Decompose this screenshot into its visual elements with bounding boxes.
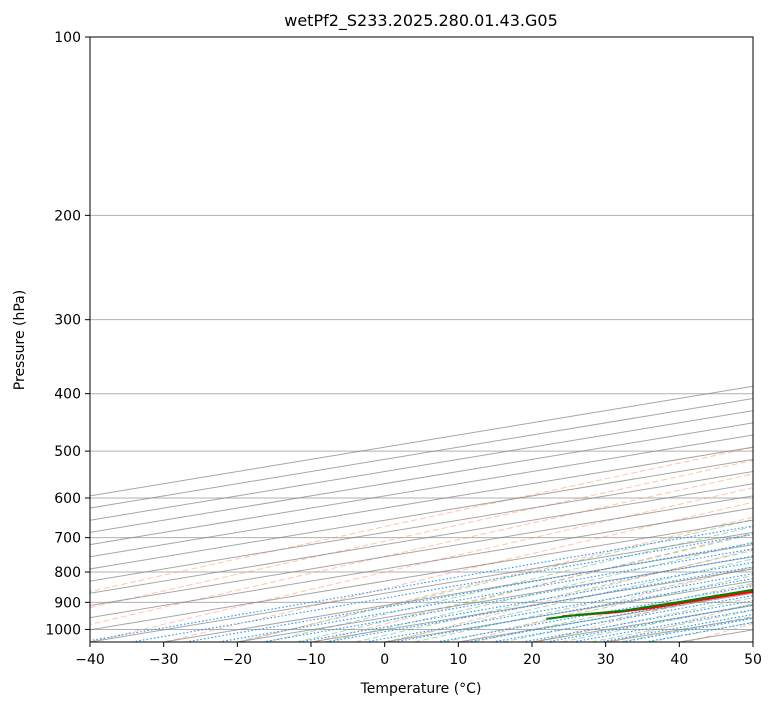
dry-adiabat <box>90 459 753 609</box>
x-tick-label: 50 <box>744 652 762 668</box>
plot-background <box>90 37 753 642</box>
y-tick-label: 600 <box>54 491 81 507</box>
y-tick-label: 700 <box>54 531 81 547</box>
moist-adiabat <box>531 597 753 642</box>
y-tick-label: 400 <box>54 387 81 403</box>
x-axis-label: Temperature (°C) <box>360 681 482 697</box>
isotherm-line <box>752 641 753 642</box>
isotherm-line <box>90 446 753 558</box>
y-axis-label: Pressure (hPa) <box>12 290 28 390</box>
isotherm-line <box>90 507 753 619</box>
isotherm-line <box>90 471 753 582</box>
mixing-ratio-line <box>90 525 753 642</box>
moist-adiabat <box>384 558 753 642</box>
mixing-ratio-lines <box>90 525 753 642</box>
y-tick-label: 200 <box>54 208 81 224</box>
isotherms <box>90 385 753 642</box>
mixing-ratio-line <box>492 595 753 642</box>
moist-adiabat <box>473 582 753 642</box>
dry-adiabat <box>763 37 775 642</box>
moist-adiabat <box>296 533 753 642</box>
x-tick-label: −30 <box>149 652 179 668</box>
mixing-ratio-line <box>299 561 753 642</box>
plot-frame <box>89 36 754 643</box>
mixing-ratio-line <box>436 585 753 642</box>
x-axis-ticks: −40 −30 −20 −10 0 10 20 30 40 50 <box>75 642 762 668</box>
isotherm-line <box>90 483 753 594</box>
mixing-ratio-line <box>185 542 753 642</box>
pressure-gridlines <box>90 37 753 630</box>
isotherm-line <box>90 531 753 642</box>
moist-adiabat <box>266 526 753 642</box>
mixing-ratio-line <box>546 604 753 642</box>
dry-adiabat <box>90 487 753 642</box>
y-tick-label: 500 <box>54 444 81 460</box>
mixing-ratio-line <box>467 590 753 642</box>
isotherm-line <box>90 458 753 570</box>
isotherm-line <box>90 519 753 631</box>
dry-adiabat <box>463 565 753 642</box>
moist-adiabat <box>561 603 753 642</box>
x-tick-label: 40 <box>670 652 688 668</box>
moist-adiabats <box>237 518 753 642</box>
y-tick-label: 300 <box>54 313 81 329</box>
y-tick-label: 900 <box>54 595 81 611</box>
dry-adiabat <box>389 548 753 642</box>
y-tick-label: 800 <box>54 565 81 581</box>
moist-adiabat <box>413 566 753 642</box>
x-tick-label: −40 <box>75 652 105 668</box>
mixing-ratio-line <box>131 533 753 642</box>
y-tick-label: 100 <box>54 30 81 46</box>
isotherm-line <box>90 495 753 606</box>
x-tick-label: −10 <box>296 652 326 668</box>
x-tick-label: −20 <box>223 652 253 668</box>
x-tick-label: 30 <box>597 652 615 668</box>
y-axis-ticks: 100 200 300 400 500 600 700 800 900 1000 <box>45 30 90 638</box>
x-tick-label: 20 <box>523 652 541 668</box>
x-tick-label: 10 <box>449 652 467 668</box>
y-tick-label: 1000 <box>45 622 81 638</box>
dry-adiabat <box>239 516 753 642</box>
dry-adiabat <box>314 532 753 642</box>
x-tick-label: 0 <box>380 652 389 668</box>
chart-title: wetPf2_S233.2025.280.01.43.G05 <box>284 11 558 31</box>
mixing-ratio-line <box>522 600 753 642</box>
moist-adiabat <box>325 541 753 642</box>
isotherm-line <box>90 434 753 546</box>
